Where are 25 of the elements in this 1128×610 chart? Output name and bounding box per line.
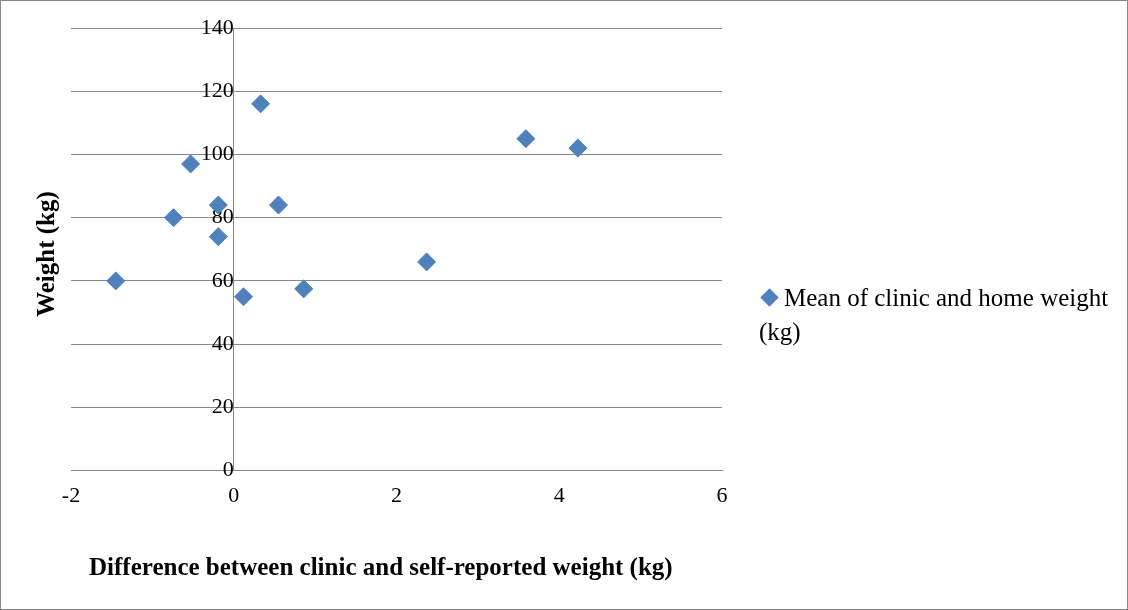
point [106, 271, 126, 291]
point [208, 227, 228, 247]
point [251, 94, 271, 114]
y-tick-label: 120 [200, 77, 234, 103]
point [516, 129, 536, 149]
y-tick-label: 60 [211, 266, 234, 292]
x-axis-title: Difference between clinic and self-reported weight (kg) [89, 553, 673, 581]
point [181, 154, 201, 174]
y-tick-label: 20 [211, 393, 234, 419]
y-tick-label: 0 [222, 456, 234, 482]
point [234, 287, 254, 307]
x-tick-label: 4 [553, 481, 565, 507]
x-tick-label: -2 [61, 481, 81, 507]
point [269, 195, 289, 215]
y-tick-label: 40 [211, 329, 234, 355]
point [294, 279, 314, 299]
x-tick-label: 6 [716, 481, 728, 507]
legend-label: Mean of clinic and home weight (kg) [759, 284, 1109, 345]
y-axis-title: Weight (kg) [32, 191, 60, 317]
point [164, 208, 184, 228]
y-tick-label: 140 [200, 13, 234, 39]
point [568, 138, 588, 158]
y-tick-label: 100 [200, 140, 234, 166]
point [417, 252, 437, 272]
x-tick-label: 2 [391, 481, 402, 507]
